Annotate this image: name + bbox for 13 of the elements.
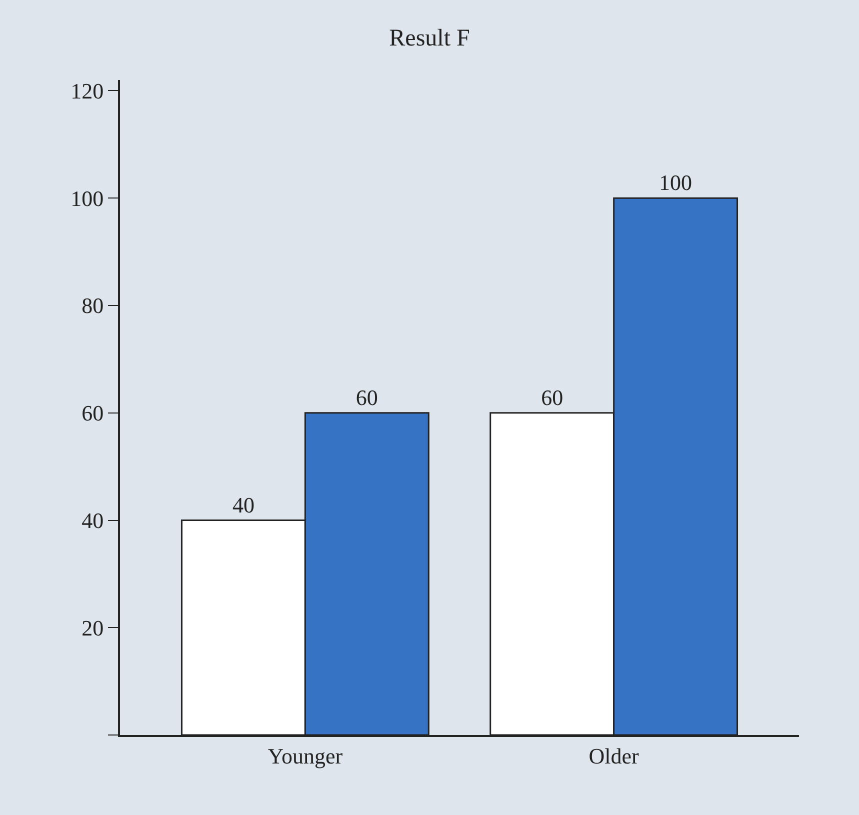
- data-label: 100: [659, 170, 692, 196]
- chart-title: Result F: [389, 25, 470, 52]
- y-tick-label: 60: [82, 400, 104, 426]
- data-label: 40: [232, 492, 254, 518]
- x-tick-label: Younger: [268, 743, 344, 768]
- y-tick-label: 40: [82, 508, 104, 533]
- y-tick-label: 80: [82, 293, 104, 318]
- y-tick-label: 120: [70, 78, 104, 104]
- y-tick-label: 100: [70, 186, 104, 211]
- data-label: 60: [356, 384, 378, 410]
- x-tick-label: Older: [588, 743, 640, 768]
- y-tick-label: 20: [82, 615, 104, 640]
- data-label: 60: [541, 384, 564, 410]
